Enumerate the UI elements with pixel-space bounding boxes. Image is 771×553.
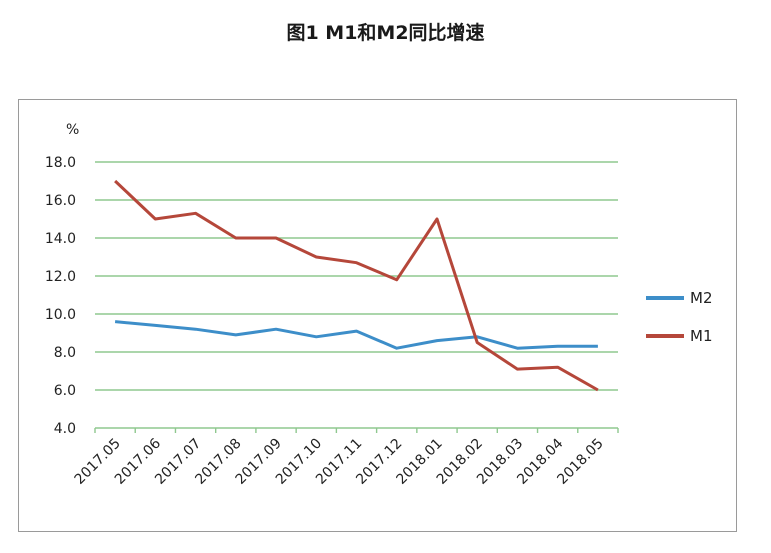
y-tick-label: 12.0: [45, 269, 76, 285]
y-tick-label: 14.0: [45, 231, 76, 247]
x-tick-labels: 2017.052017.062017.072017.082017.092017.…: [72, 435, 607, 487]
y-tick-label: 10.0: [45, 307, 76, 323]
legend: M2 M1: [646, 289, 713, 345]
chart-frame: [18, 99, 737, 532]
y-tick-labels: 4.0 6.0 8.0 10.0 12.0 14.0 16.0 18.0: [45, 155, 76, 437]
chart-title: 图1 M1和M2同比增速: [286, 22, 485, 44]
series-line-m2: [114, 320, 598, 350]
legend-label-m2: M2: [690, 289, 713, 307]
y-tick-label: 8.0: [54, 345, 76, 361]
legend-label-m1: M1: [690, 327, 713, 345]
series-lines: [114, 179, 599, 392]
y-axis-label: %: [66, 122, 79, 138]
gridlines: [94, 161, 619, 433]
series-line-m1: [114, 179, 599, 392]
y-tick-label: 4.0: [54, 421, 76, 437]
y-tick-label: 16.0: [45, 193, 76, 209]
y-tick-label: 6.0: [54, 383, 76, 399]
y-tick-label: 18.0: [45, 155, 76, 171]
